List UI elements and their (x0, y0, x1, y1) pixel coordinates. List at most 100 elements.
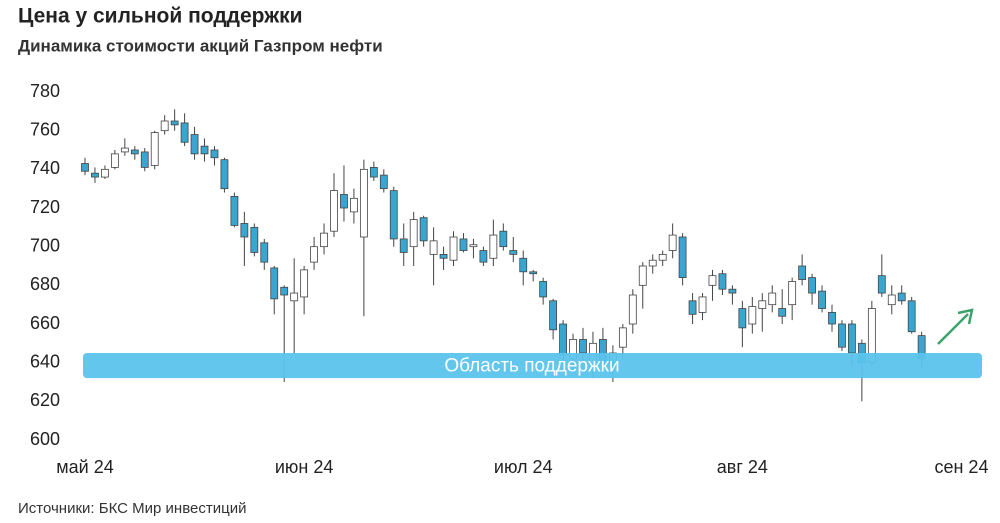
candle-body (559, 323, 567, 356)
candle-body (379, 174, 388, 190)
candle-body (81, 163, 89, 172)
candle-body (270, 267, 279, 300)
candle-body (579, 339, 587, 354)
candle-body (798, 265, 807, 280)
candle-body (469, 244, 478, 248)
candle-body (409, 219, 418, 248)
candle-body (618, 327, 627, 348)
candle-body (230, 195, 239, 226)
candle-body (180, 122, 189, 143)
y-tick-label: 720 (30, 197, 60, 217)
candle-body (250, 226, 259, 253)
candle-body (220, 159, 229, 190)
candle-body (419, 217, 428, 242)
candle-body (519, 257, 528, 273)
candle-body (449, 236, 458, 261)
candle-body (738, 308, 747, 329)
candle-body (280, 286, 289, 296)
candle-body (838, 323, 846, 348)
candle-body (678, 236, 687, 278)
candle-body (818, 290, 826, 309)
candle-body (170, 120, 179, 126)
candle-body (369, 166, 378, 178)
y-tick-label: 780 (30, 81, 60, 101)
source: Источники: БКС Мир инвестиций (18, 500, 246, 517)
candle-body (399, 238, 408, 253)
candle-body (459, 238, 468, 251)
chart-title: Цена у сильной поддержки (18, 5, 303, 28)
candle-body (340, 194, 348, 209)
x-tick-label: сен 24 (934, 457, 988, 477)
candle-body (310, 246, 318, 263)
candle-body (648, 259, 657, 267)
candle-body (110, 153, 119, 168)
candle-body (389, 190, 398, 240)
y-tick-label: 620 (30, 390, 60, 410)
candle-body (260, 242, 269, 263)
candle-body (439, 253, 448, 259)
x-tick-label: авг 24 (717, 457, 768, 477)
trend-arrow (937, 308, 974, 345)
candle-body (668, 234, 677, 251)
candle-body (529, 271, 538, 275)
y-tick-label: 600 (30, 429, 60, 449)
y-tick-label: 660 (30, 313, 60, 333)
chart-subtitle: Динамика стоимости акций Газпром нефти (18, 36, 383, 55)
candle-body (897, 292, 906, 302)
candle-body (210, 149, 219, 159)
candle-body (190, 134, 199, 155)
candle-body (768, 292, 777, 306)
candle-body (320, 232, 328, 248)
candle-body (91, 172, 99, 178)
support-zone-label: Область поддержки (444, 356, 619, 377)
candle-body (828, 311, 836, 325)
candle-body (907, 300, 916, 333)
candle-body (489, 234, 498, 259)
candle-body (101, 168, 109, 178)
candle-body (628, 294, 637, 325)
candle-body (708, 275, 717, 286)
y-tick-label: 740 (30, 158, 60, 178)
candle-body (549, 300, 558, 331)
candle-body (150, 132, 159, 166)
candle-body (758, 300, 767, 309)
candle-body (240, 223, 249, 238)
candle-body (429, 240, 438, 255)
y-tick-label: 760 (30, 119, 60, 139)
x-tick-label: июл 24 (494, 457, 553, 477)
candle-body (748, 306, 757, 325)
candle-body (300, 269, 309, 298)
candle-body (330, 190, 338, 232)
candle-body (290, 292, 299, 302)
candle-body (698, 296, 707, 313)
candle-body (350, 197, 358, 213)
candle-body (658, 253, 667, 261)
candle-body (120, 147, 129, 153)
candle-body (688, 300, 697, 315)
candle-body (479, 250, 488, 263)
candle-body (539, 281, 548, 298)
candle-body (788, 281, 797, 306)
candle-body (718, 273, 727, 290)
candle-body (808, 277, 816, 294)
y-tick-label: 680 (30, 274, 60, 294)
candle-body (848, 323, 856, 354)
candle-body (130, 149, 139, 155)
candle-body (778, 308, 787, 317)
candle-body (499, 230, 508, 248)
candle-body (140, 151, 149, 168)
candle-body (359, 168, 368, 238)
candle-body (160, 120, 169, 132)
candle-body (509, 250, 518, 255)
x-tick-label: июн 24 (275, 457, 334, 477)
support-zone (83, 353, 982, 379)
candle-body (638, 265, 647, 286)
candle-body (877, 275, 886, 294)
x-tick-label: май 24 (56, 457, 113, 477)
candle-body (887, 294, 896, 306)
plot: 600 620 640 660 680 700 720 740 760 780 май 24 июн … (30, 81, 989, 477)
y-tick-label: 700 (30, 235, 60, 255)
candle-body (728, 288, 737, 294)
candle-body (200, 145, 209, 155)
